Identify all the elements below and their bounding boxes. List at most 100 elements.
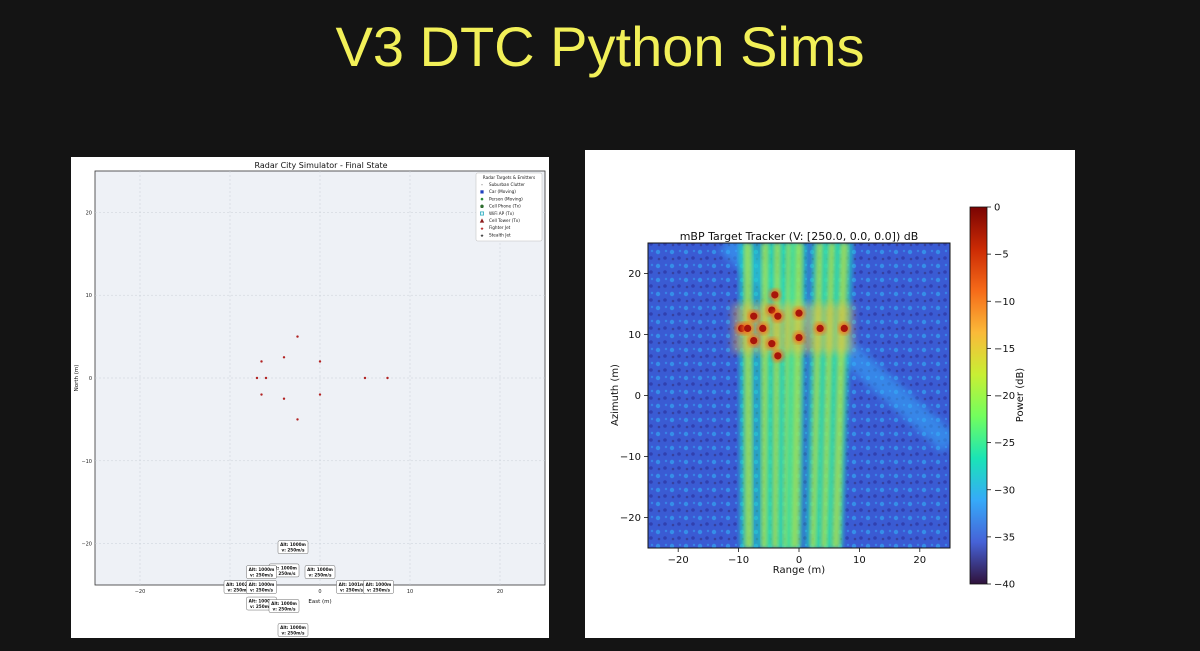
annotation-velocity: v: 250m/s <box>282 631 305 636</box>
target-peak <box>750 337 758 345</box>
annotation-alt: Alt: 1001m <box>339 582 365 587</box>
radar-target-point <box>318 360 322 363</box>
tracker-x-tick-label: −20 <box>668 555 689 566</box>
colorbar-tick-label: −35 <box>994 532 1015 543</box>
legend-marker-suburban-clutter <box>481 184 483 186</box>
radar-target-point <box>363 376 367 380</box>
annotation-alt: Alt: 1002m <box>226 582 252 587</box>
target-peak <box>768 340 776 348</box>
annotation-velocity: v: 250m/s <box>309 573 332 578</box>
radar-x-axis-label: East (m) <box>308 599 331 605</box>
tracker-y-tick-label: −10 <box>620 452 641 463</box>
radar-target-point <box>282 397 286 400</box>
legend-label: Car (Moving) <box>489 189 516 194</box>
radar-city-chart: Radar City Simulator - Final State −20 −1… <box>74 161 546 637</box>
tracker-x-tick-label: −10 <box>728 555 749 566</box>
annotation-velocity: v: 250m/s <box>250 604 273 609</box>
slide-title: V3 DTC Python Sims <box>335 15 865 78</box>
radar-y-tick-label: 0 <box>89 376 92 382</box>
tracker-y-tick-label: 10 <box>628 330 641 341</box>
target-peak <box>771 291 779 299</box>
beam-core <box>743 243 753 548</box>
radar-chart-title: Radar City Simulator - Final State <box>254 161 387 170</box>
legend-label: WiFi AP (Tx) <box>489 211 514 216</box>
annotation-velocity: v: 250m/s <box>282 548 305 553</box>
target-peak <box>795 333 803 342</box>
radar-x-tick-label: 0 <box>318 589 321 595</box>
radar-city-panel: Radar City Simulator - Final State −20 −1… <box>71 157 549 638</box>
legend-marker-car-moving <box>480 190 484 194</box>
tracker-y-tick-label: 20 <box>628 269 641 280</box>
legend-marker-stealth-jet: ★ <box>480 233 484 239</box>
annotation-alt: Alt: 1000m <box>271 601 297 606</box>
colorbar-tick-label: −10 <box>994 297 1015 308</box>
target-tracker-chart: mBP Target Tracker (V: [250.0, 0.0, 0.0]… <box>610 203 1026 591</box>
annotation-alt: Alt: 1000m <box>280 542 306 547</box>
target-peak <box>840 324 848 332</box>
colorbar-tick-label: −20 <box>994 391 1015 402</box>
tracker-x-tick-label: 10 <box>853 555 866 566</box>
annotation-velocity: v: 250m/s <box>273 607 296 612</box>
legend-label: Cell Phone (Tx) <box>489 204 521 209</box>
tracker-x-axis-label: Range (m) <box>773 565 826 576</box>
legend-marker-wifi-ap-tx <box>480 211 484 216</box>
legend-marker-fighter-jet: ★ <box>480 226 484 232</box>
radar-y-tick-label: 20 <box>86 210 92 216</box>
annotation-alt: Alt: 1000m <box>307 567 333 572</box>
legend-label: Suburban Clutter <box>489 182 525 187</box>
tracker-x-tick-label: 20 <box>913 555 926 566</box>
radar-target-point <box>260 360 263 363</box>
legend-label: Fighter Jet <box>489 225 511 230</box>
radar-x-tick-label: 20 <box>497 589 503 595</box>
legend-label: Person (Moving) <box>489 196 523 201</box>
legend-marker-person-moving <box>480 197 484 201</box>
target-peak <box>768 306 776 314</box>
colorbar-tick-label: −30 <box>994 485 1015 496</box>
tracker-x-tick-label: 0 <box>796 555 802 566</box>
tracker-y-tick-label: −20 <box>620 513 641 524</box>
radar-target-point <box>296 418 299 421</box>
legend-label: Cell Tower (Tx) <box>489 218 520 223</box>
radar-y-tick-label: −20 <box>81 542 92 548</box>
radar-target-point <box>260 393 263 396</box>
target-peak <box>744 324 752 332</box>
tracker-chart-title: mBP Target Tracker (V: [250.0, 0.0, 0.0]… <box>680 230 919 243</box>
colorbar-label: Power (dB) <box>1015 368 1026 423</box>
legend-label: Stealth Jet <box>489 232 511 237</box>
target-peak <box>759 324 767 332</box>
colorbar-tick-label: 0 <box>994 203 1000 214</box>
target-peak <box>774 312 782 320</box>
colorbar-tick-label: −40 <box>994 580 1015 591</box>
annotation-velocity: v: 250m/s <box>367 587 390 592</box>
colorbar-tick-label: −5 <box>994 250 1009 261</box>
annotation-alt: Alt: 1000m <box>249 599 275 604</box>
target-peak <box>774 352 782 360</box>
colorbar-tick-label: −25 <box>994 438 1015 449</box>
tracker-heatmap <box>648 243 950 548</box>
radar-target-point <box>282 356 286 359</box>
annotation-velocity: v: 250m/s <box>273 571 296 576</box>
tracker-y-tick-label: 0 <box>635 391 641 402</box>
annotation-velocity: v: 250m/s <box>228 587 251 592</box>
radar-y-axis-label: North (m) <box>74 365 80 392</box>
radar-target-point <box>386 376 389 380</box>
radar-target-point <box>318 393 322 396</box>
target-peak <box>816 324 824 332</box>
tracker-y-axis-label: Azimuth (m) <box>610 364 621 426</box>
legend-marker-cell-phone-tx <box>480 204 484 208</box>
colorbar-tick-label: −15 <box>994 344 1015 355</box>
annotation-alt: Alt: 1000m <box>366 582 392 587</box>
annotation-alt: Alt: 1000m <box>249 567 275 572</box>
target-peak <box>795 309 803 317</box>
legend-title: Radar Targets & Emitters <box>483 175 535 180</box>
radar-y-tick-label: −10 <box>81 459 92 465</box>
annotation-velocity: v: 250m/s <box>340 587 363 592</box>
radar-x-tick-label: −20 <box>135 589 146 595</box>
